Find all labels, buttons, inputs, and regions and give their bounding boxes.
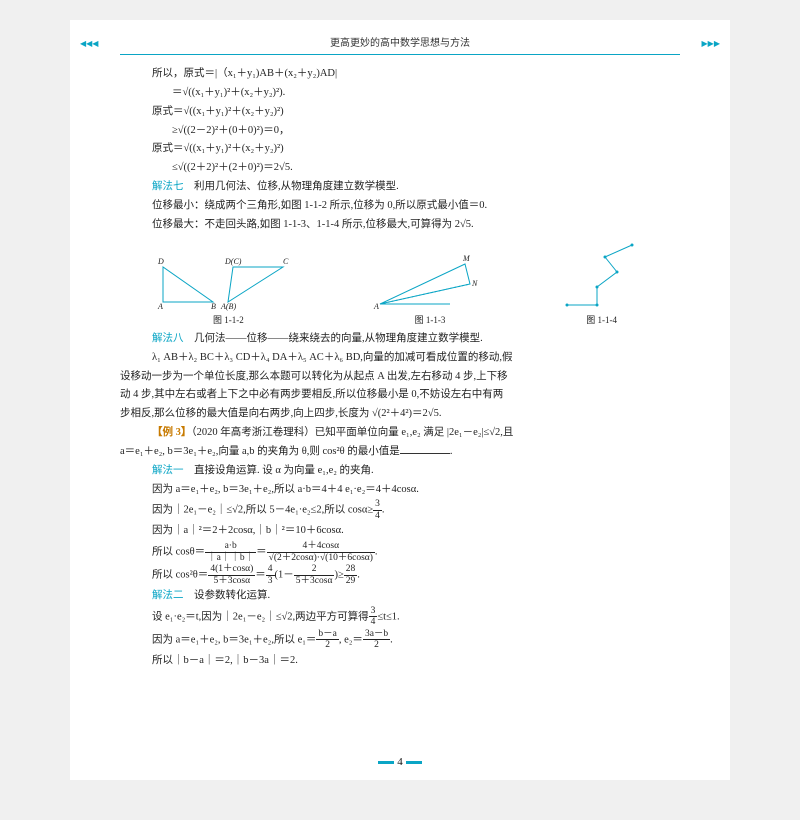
text-line: 原式＝√((x₁＋y₁)²＋(x₂＋y₂)²) — [120, 140, 680, 158]
svg-text:B: B — [211, 302, 216, 311]
text-line: a＝e₁＋e₂, b＝3e₁＋e₂,向量 a,b 的夹角为 θ,则 cos²θ … — [120, 443, 680, 461]
page-number: 4 — [70, 753, 730, 772]
figure-1-1-2: D A B A(B) D(C) C 图 1-1-2 — [153, 252, 303, 328]
svg-text:C: C — [283, 257, 289, 266]
text-line: 步相反,那么位移的最大值是向右两步,向上四步,长度为 √(2²＋4²)＝2√5. — [120, 405, 680, 423]
svg-text:A: A — [373, 302, 379, 311]
method-text: 利用几何法、位移,从物理角度建立数学模型. — [184, 181, 399, 192]
figure-label: 图 1-1-4 — [557, 313, 647, 328]
method-7: 解法七 利用几何法、位移,从物理角度建立数学模型. — [120, 178, 680, 196]
example-3: 【例 3】（2020 年高考浙江卷理科）已知平面单位向量 e₁,e₂ 满足 |2… — [120, 424, 680, 442]
figure-row: D A B A(B) D(C) C 图 1-1-2 A M N — [120, 242, 680, 328]
method-label: 解法二 — [152, 590, 184, 601]
text-line: 因为｜a｜²＝2＋2cosα,｜b｜²＝10＋6cosα. — [120, 522, 680, 540]
text-line: ≥√((2－2)²＋(0＋0)²)＝0， — [120, 122, 680, 140]
figure-label: 图 1-1-3 — [370, 313, 490, 328]
svg-text:D: D — [157, 257, 164, 266]
figure-label: 图 1-1-2 — [153, 313, 303, 328]
method-label: 解法七 — [152, 181, 184, 192]
figure-1-1-3: A M N 图 1-1-3 — [370, 252, 490, 328]
text-line: 所以｜b－a｜＝2,｜b－3a｜＝2. — [120, 652, 680, 670]
text-line: 位移最大：不走回头路,如图 1-1-3、1-1-4 所示,位移最大,可算得为 2… — [120, 216, 680, 234]
page: ◀◀◀ 更高更妙的高中数学思想与方法 ▶▶▶ 所以，原式＝|（x₁＋y₁)AB＋… — [70, 20, 730, 780]
method-text: 设参数转化运算. — [184, 590, 271, 601]
page-header: ◀◀◀ 更高更妙的高中数学思想与方法 ▶▶▶ — [120, 35, 680, 55]
text-line: 因为 a＝e₁＋e₂, b＝3e₁＋e₂,所以 e₁＝b－a2, e₂＝3a－b… — [120, 629, 680, 651]
solution-2: 解法二 设参数转化运算. — [120, 587, 680, 605]
svg-text:D(C): D(C) — [224, 257, 242, 266]
text-line: ≤√((2＋2)²＋(2＋0)²)＝2√5. — [120, 159, 680, 177]
method-text: 直接设角运算. 设 α 为向量 e₁,e₂ 的夹角. — [184, 465, 374, 476]
solution-1: 解法一 直接设角运算. 设 α 为向量 e₁,e₂ 的夹角. — [120, 462, 680, 480]
text-line: 位移最小：绕成两个三角形,如图 1-1-2 所示,位移为 0,所以原式最小值＝0… — [120, 197, 680, 215]
text-line: 设移动一步为一个单位长度,那么本题可以转化为从起点 A 出发,左右移动 4 步,… — [120, 368, 680, 386]
text-line: 因为 a＝e₁＋e₂, b＝3e₁＋e₂,所以 a·b＝4＋4 e₁·e₂＝4＋… — [120, 481, 680, 499]
svg-text:N: N — [471, 279, 478, 288]
text-line: 因为｜2e₁－e₂｜≤√2,所以 5－4e₁·e₂≤2,所以 cosα≥34. — [120, 499, 680, 521]
header-deco-left: ◀◀◀ — [80, 37, 98, 51]
example-label: 【例 3】 — [152, 427, 191, 438]
text-line: 设 e₁·e₂＝t,因为｜2e₁－e₂｜≤√2,两边平方可算得34≤t≤1. — [120, 606, 680, 628]
header-deco-right: ▶▶▶ — [702, 37, 720, 51]
example-text: （2020 年高考浙江卷理科）已知平面单位向量 e₁,e₂ 满足 |2e₁－e₂… — [191, 427, 513, 438]
svg-text:M: M — [462, 254, 471, 263]
method-text: 几何法——位移——绕来绕去的向量,从物理角度建立数学模型. — [184, 333, 483, 344]
method-label: 解法八 — [152, 333, 184, 344]
method-8: 解法八 几何法——位移——绕来绕去的向量,从物理角度建立数学模型. — [120, 330, 680, 348]
text-line: 动 4 步,其中左右或者上下之中必有两步要相反,所以位移最小是 0,不妨设左右中… — [120, 386, 680, 404]
text-line: 所以 cos²θ＝4(1＋cosα)5＋3cosα＝43(1－25＋3cosα)… — [120, 564, 680, 586]
text-line: λ₁ AB＋λ₂ BC＋λ₃ CD＋λ₄ DA＋λ₅ AC＋λ₆ BD,向量的加… — [120, 349, 680, 367]
method-label: 解法一 — [152, 465, 184, 476]
text-line: 所以，原式＝|（x₁＋y₁)AB＋(x₂＋y₂)AD| — [120, 65, 680, 83]
book-title: 更高更妙的高中数学思想与方法 — [330, 38, 470, 49]
text-line: 所以 cosθ＝a·b｜a｜｜b｜＝4＋4cosα√(2＋2cosα)·√(10… — [120, 541, 680, 563]
text-line: ＝√((x₁＋y₁)²＋(x₂＋y₂)²). — [120, 84, 680, 102]
text-line: 原式＝√((x₁＋y₁)²＋(x₂＋y₂)²) — [120, 103, 680, 121]
svg-text:A: A — [157, 302, 163, 311]
answer-blank — [400, 453, 450, 454]
figure-1-1-4: 图 1-1-4 — [557, 242, 647, 328]
svg-text:A(B): A(B) — [220, 302, 236, 311]
